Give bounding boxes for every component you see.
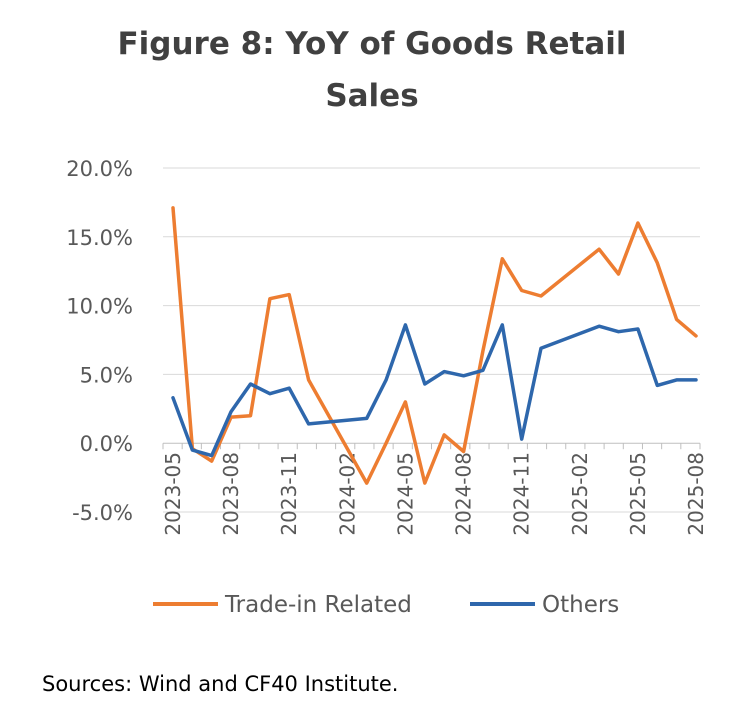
- line-chart: 20.0% 15.0% 10.0% 5.0% 0.0% -5.0% 2023-05 2023-…: [66, 157, 708, 618]
- x-tick-label: 2024-05: [393, 452, 417, 536]
- chart-title-line-1: Figure 8: YoY of Goods Retail: [117, 26, 627, 62]
- x-tick-label: 2023-05: [161, 452, 185, 536]
- chart-title: Figure 8: YoY of Goods Retail Sales: [0, 18, 744, 122]
- legend-label: Trade-in Related: [224, 592, 412, 618]
- chart-title-line-2: Sales: [325, 78, 419, 114]
- legend: Trade-in Related Others: [153, 592, 619, 618]
- x-tick-label: 2023-11: [277, 452, 301, 536]
- y-tick-label: 15.0%: [66, 226, 133, 250]
- x-tick-label: 2024-08: [452, 452, 476, 536]
- x-tick-label: 2025-02: [568, 452, 592, 536]
- y-tick-label: 5.0%: [80, 363, 133, 387]
- series-lines: [171, 206, 698, 485]
- legend-label: Others: [542, 592, 619, 618]
- x-tick-label: 2025-05: [626, 452, 650, 536]
- x-tick-label: 2025-08: [684, 452, 708, 536]
- y-tick-label: 20.0%: [66, 157, 133, 181]
- series-line-trade-in-related: [171, 206, 698, 485]
- x-tick-label: 2024-11: [510, 452, 534, 536]
- sources-note: Sources: Wind and CF40 Institute.: [42, 672, 399, 696]
- series-line-others: [171, 323, 698, 458]
- y-tick-label: -5.0%: [72, 501, 133, 525]
- gridlines: [163, 167, 700, 513]
- axes: 20.0% 15.0% 10.0% 5.0% 0.0% -5.0% 2023-05 2023-…: [66, 157, 708, 536]
- y-tick-label: 10.0%: [66, 295, 133, 319]
- y-tick-label: 0.0%: [80, 432, 133, 456]
- x-tick-label: 2023-08: [219, 452, 243, 536]
